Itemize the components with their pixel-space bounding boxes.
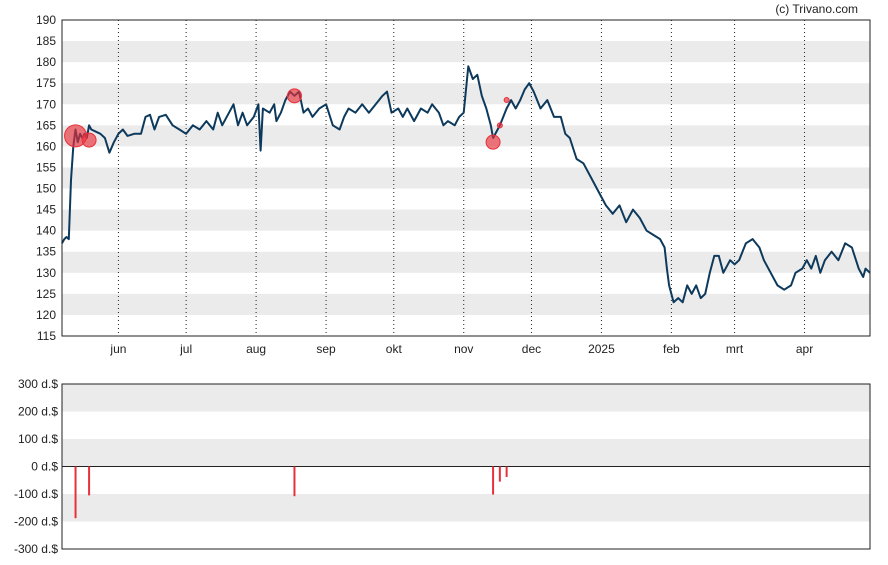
price-y-tick-label: 160 [36, 139, 56, 153]
price-y-tick-label: 175 [36, 76, 56, 90]
price-x-tick-label: jun [109, 342, 126, 356]
price-x-tick-label: jul [179, 342, 192, 356]
price-x-tick-label: okt [386, 342, 403, 356]
price-x-tick-label: dec [522, 342, 541, 356]
price-y-tick-label: 140 [36, 224, 56, 238]
price-band [62, 125, 870, 147]
volume-bar [74, 466, 77, 519]
price-y-tick-label: 145 [36, 203, 56, 217]
volume-chart-y-tick-labels: 300 d.$ 200 d.$ 100 d.$ 0 d.$ -100 d.$ -200 d… [14, 377, 58, 556]
price-y-tick-label: 180 [36, 55, 56, 69]
price-chart-x-tick-labels: jun jul aug sep okt nov dec 2025 feb mrt apr [109, 342, 813, 356]
credit-label: (c) Trivano.com [775, 2, 858, 16]
price-y-tick-label: 125 [36, 287, 56, 301]
trade-marker [496, 122, 503, 129]
price-x-tick-label: mrt [726, 342, 744, 356]
price-chart-vertical-grid [117, 20, 806, 336]
price-band [62, 209, 870, 231]
volume-band [62, 439, 870, 467]
price-x-tick-label: sep [316, 342, 336, 356]
volume-bar [498, 466, 501, 482]
price-chart-trade-markers [64, 88, 510, 150]
price-y-tick-label: 130 [36, 266, 56, 280]
price-y-tick-label: 135 [36, 245, 56, 259]
volume-bar [88, 466, 91, 496]
volume-band [62, 494, 870, 522]
volume-chart-bands [62, 384, 870, 522]
volume-chart-frame [61, 383, 871, 550]
volume-bar [492, 466, 495, 495]
price-band [62, 41, 870, 63]
price-y-tick-label: 165 [36, 118, 56, 132]
trade-marker [286, 88, 302, 104]
volume-chart-bars [74, 466, 508, 519]
price-line [61, 65, 871, 304]
price-y-tick-label: 150 [36, 182, 56, 196]
trade-marker [503, 97, 510, 104]
price-band [62, 167, 870, 189]
price-band [62, 293, 870, 315]
price-x-tick-label: feb [663, 342, 680, 356]
volume-y-tick-label: -200 d.$ [14, 515, 58, 529]
volume-y-tick-label: 300 d.$ [18, 377, 58, 391]
price-y-tick-label: 190 [36, 13, 56, 27]
volume-y-tick-label: -300 d.$ [14, 542, 58, 556]
price-chart-y-tick-labels: 190 185 180 175 170 165 160 155 150 145 140 135 130 1… [36, 13, 56, 343]
volume-y-tick-label: -100 d.$ [14, 487, 58, 501]
price-x-tick-label: nov [454, 342, 473, 356]
price-y-tick-label: 120 [36, 308, 56, 322]
volume-y-tick-label: 100 d.$ [18, 432, 58, 446]
trade-marker [81, 132, 97, 148]
volume-y-tick-label: 0 d.$ [31, 460, 58, 474]
price-y-tick-label: 155 [36, 160, 56, 174]
price-x-tick-label: apr [796, 342, 813, 356]
price-y-tick-label: 170 [36, 97, 56, 111]
price-x-tick-label: 2025 [588, 342, 615, 356]
volume-y-tick-label: 200 d.$ [18, 405, 58, 419]
price-chart-frame [61, 19, 871, 337]
price-band [62, 251, 870, 273]
volume-band [62, 384, 870, 412]
volume-bar [293, 466, 296, 497]
volume-bar [505, 466, 508, 477]
price-x-tick-label: aug [246, 342, 266, 356]
price-y-tick-label: 185 [36, 34, 56, 48]
trade-marker [485, 134, 501, 150]
price-y-tick-label: 115 [37, 329, 56, 343]
